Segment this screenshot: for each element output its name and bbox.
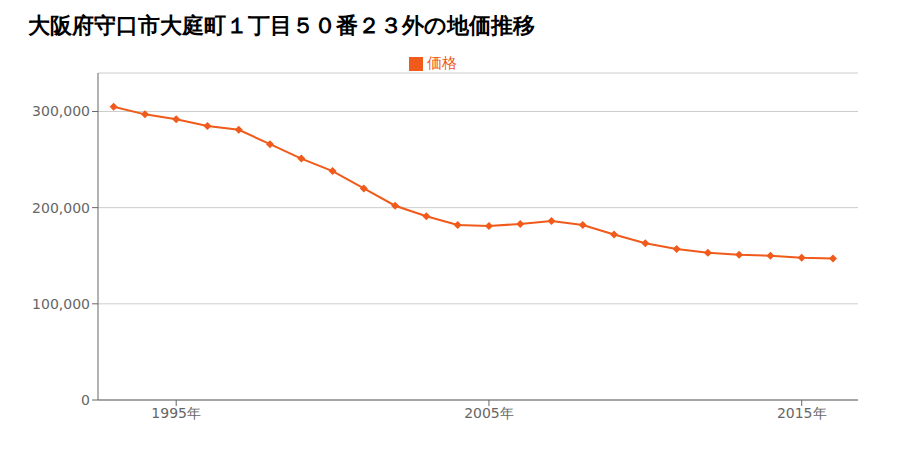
svg-text:0: 0: [81, 392, 90, 408]
svg-text:2005年: 2005年: [464, 405, 514, 421]
svg-text:1995年: 1995年: [151, 405, 201, 421]
svg-text:100,000: 100,000: [32, 296, 90, 312]
svg-text:2015年: 2015年: [777, 405, 827, 421]
svg-text:200,000: 200,000: [32, 200, 90, 216]
html-text:価格: 価格: [427, 54, 457, 72]
html-text:大阪府守口市大庭町１丁目５０番２３外の地価推移: 大阪府守口市大庭町１丁目５０番２３外の地価推移: [28, 13, 535, 38]
svg-text:300,000: 300,000: [32, 103, 90, 119]
